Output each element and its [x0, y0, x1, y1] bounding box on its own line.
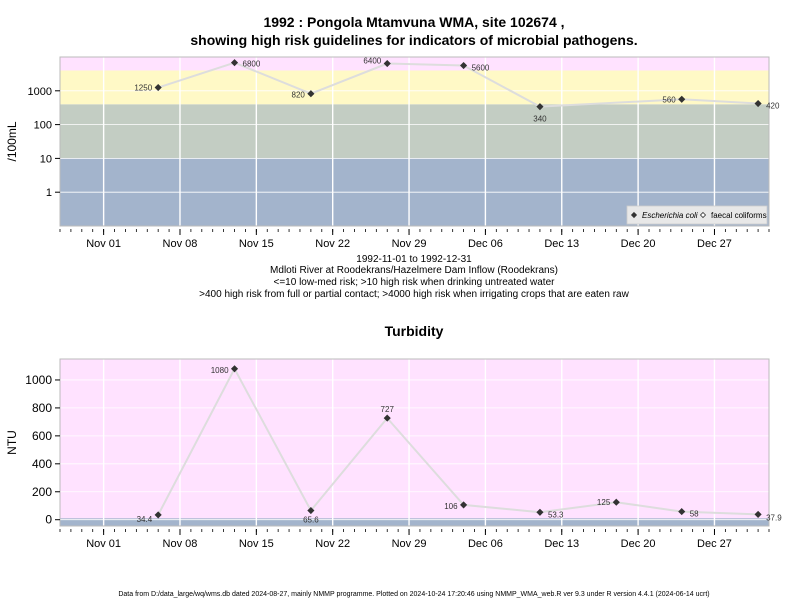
y-tick-label: 0 — [45, 513, 52, 527]
data-label: 53.3 — [548, 510, 564, 519]
legend-marker-ecoli — [630, 211, 638, 219]
y-tick-label: 600 — [32, 429, 52, 443]
legend-box — [626, 205, 768, 225]
y-tick-label: 400 — [32, 457, 52, 471]
x-tick-label: Nov 22 — [315, 238, 350, 250]
y-tick-label: 800 — [32, 401, 52, 415]
legend-marker-faecal — [699, 211, 707, 219]
band-high-risk-contact — [60, 70, 769, 105]
data-point — [307, 506, 315, 515]
data-label: 65.6 — [303, 516, 319, 525]
series-line — [157, 61, 759, 108]
footer-note: Data from D:/data_large/wq/wms.db dated … — [118, 591, 709, 598]
data-label: 6400 — [363, 57, 381, 66]
x-tick-label: Dec 20 — [621, 538, 656, 550]
data-point — [536, 508, 544, 516]
legend: Escherichia coli faecal coliforms — [626, 205, 768, 225]
y-tick-label: 1000 — [25, 373, 52, 387]
band-high-risk-drinking — [60, 104, 769, 159]
x-tick-label: Nov 01 — [86, 538, 121, 550]
data-label: 727 — [381, 405, 395, 414]
x-tick-label: Dec 27 — [697, 238, 732, 250]
legend-label-faecal: faecal coliforms — [711, 211, 767, 220]
data-point — [678, 508, 686, 516]
x-tick-label: Dec 20 — [621, 238, 656, 250]
data-point — [154, 511, 162, 519]
y-tick-label: 10 — [40, 153, 52, 165]
data-label: 820 — [292, 91, 306, 100]
x-tick-label: Dec 06 — [468, 538, 503, 550]
plot-frame — [59, 56, 770, 227]
y-axis-label: NTU — [5, 430, 19, 455]
data-point — [460, 61, 468, 70]
x-tick-label: Dec 13 — [544, 238, 579, 250]
data-label: 560 — [662, 95, 676, 104]
data-label: 1250 — [134, 84, 152, 93]
turbidity-title: Turbidity — [385, 323, 444, 339]
x-tick-label: Nov 08 — [163, 238, 198, 250]
data-label: 58 — [690, 510, 699, 519]
chart-title-line2: showing high risk guidelines for indicat… — [190, 32, 637, 48]
caption-guideline-contact: >400 high risk from full or partial cont… — [199, 289, 629, 300]
y-tick-label: 200 — [32, 485, 52, 499]
caption-site-name: Mdloti River at Roodekrans/Hazelmere Dam… — [270, 265, 558, 276]
chart-title-line1: 1992 : Pongola Mtamvuna WMA, site 102674… — [263, 14, 564, 30]
x-tick-label: Nov 08 — [163, 538, 198, 550]
data-label: 125 — [597, 498, 611, 507]
data-label: 6800 — [243, 60, 261, 69]
data-label: 106 — [444, 502, 458, 511]
band-low-turbidity — [60, 518, 769, 526]
data-label: 340 — [533, 115, 547, 124]
data-point — [230, 59, 239, 67]
data-point — [754, 510, 762, 518]
data-point — [307, 90, 315, 98]
data-point — [612, 498, 620, 506]
data-point — [536, 103, 544, 111]
data-point — [678, 95, 686, 103]
plot-background — [60, 359, 769, 526]
data-label: 420 — [766, 102, 780, 111]
x-tick-label: Nov 29 — [392, 238, 427, 250]
y-tick-label: 1000 — [28, 86, 52, 98]
y-tick-label: 1 — [46, 187, 52, 199]
data-label: 34.4 — [137, 515, 153, 524]
data-point — [460, 501, 468, 509]
caption-guideline-drinking: <=10 low-med risk; >10 high risk when dr… — [274, 277, 556, 288]
x-tick-label: Nov 22 — [315, 538, 350, 550]
x-tick-label: Nov 15 — [239, 238, 274, 250]
turbidity-plot: 0 200 400 600 800 1000 NTU Nov 01 Nov 08 Nov 15 No… — [5, 358, 782, 550]
data-label: 5600 — [472, 64, 490, 73]
caption-date-range: 1992-11-01 to 1992-12-31 — [356, 254, 472, 265]
data-point — [754, 99, 762, 108]
x-tick-label: Dec 13 — [544, 538, 579, 550]
ecoli-plot: 1 10 100 1000/100mL Nov 01 Nov 08 Nov 15 Nov 22… — [5, 56, 780, 250]
data-point — [383, 59, 391, 68]
x-tick-label: Dec 06 — [468, 238, 503, 250]
data-label: 37.9 — [766, 513, 782, 522]
y-tick-label: 100 — [34, 120, 52, 132]
data-point — [383, 414, 391, 422]
data-label: 1080 — [211, 366, 229, 375]
x-tick-label: Nov 15 — [239, 538, 274, 550]
data-point — [154, 83, 162, 92]
x-tick-label: Dec 27 — [697, 538, 732, 550]
legend-label-ecoli: Escherichia coli — [642, 211, 698, 220]
x-tick-label: Nov 01 — [86, 238, 121, 250]
x-tick-label: Nov 29 — [392, 538, 427, 550]
y-axis-label: /100mL — [5, 121, 19, 161]
plot-frame — [59, 358, 770, 527]
data-point — [230, 365, 239, 373]
